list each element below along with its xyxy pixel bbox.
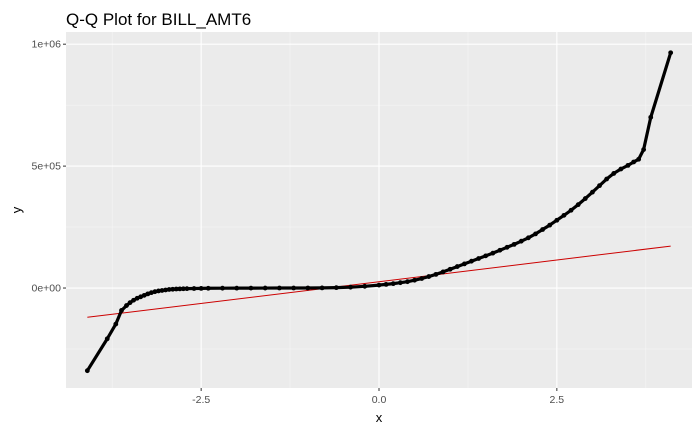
qq-sample-point: [170, 286, 176, 292]
qq-sample-point: [119, 308, 124, 313]
qq-sample-point: [433, 271, 439, 277]
qq-sample-point: [625, 162, 631, 168]
qq-sample-point: [618, 166, 624, 172]
qq-sample-point: [597, 183, 602, 189]
qq-sample-point: [220, 285, 225, 291]
qq-sample-point: [419, 276, 425, 281]
qq-sample-point: [540, 227, 546, 232]
qq-sample-point: [383, 281, 389, 287]
qq-sample-point: [483, 253, 489, 259]
qq-sample-point: [234, 285, 240, 291]
qq-sample-point: [405, 279, 410, 285]
qq-sample-point: [575, 202, 581, 208]
qq-sample-point: [248, 285, 254, 291]
qq-sample-point: [376, 282, 382, 288]
x-tick-label: 2.5: [550, 394, 565, 406]
y-tick-label: 5e+05: [32, 161, 62, 173]
qq-sample-point: [152, 289, 158, 295]
qq-sample-point: [490, 250, 496, 256]
qq-sample-point: [469, 258, 474, 264]
qq-sample-point: [180, 286, 186, 292]
y-tick-label: 0e+00: [32, 283, 62, 295]
qq-sample-point: [631, 159, 637, 165]
points-layer: [84, 50, 674, 374]
qq-sample-point: [205, 285, 211, 291]
x-axis-title: x: [376, 410, 383, 425]
qq-sample-point: [440, 269, 446, 275]
y-axis-title: y: [9, 206, 24, 213]
qq-sample-point: [113, 321, 119, 327]
qq-sample-point: [561, 212, 567, 218]
qq-sample-point: [525, 235, 531, 241]
qq-sample-point: [124, 303, 129, 308]
qq-sample-point: [648, 114, 654, 120]
qq-sample-point: [166, 287, 172, 292]
qq-sample-point: [163, 287, 168, 293]
qq-sample-point: [127, 300, 133, 306]
qq-sample-point: [511, 241, 517, 247]
qq-sample-point: [554, 217, 560, 223]
qq-sample-point: [333, 285, 339, 291]
y-tick-label: 1e+06: [32, 39, 62, 51]
reference-line-layer: [87, 245, 671, 318]
qq-sample-point: [476, 256, 481, 261]
qq-sample-point: [497, 247, 503, 253]
qq-sample-point: [447, 266, 453, 272]
x-axis-ticks: -2.5 0.0 2.5: [192, 388, 564, 406]
qq-sample-point: [604, 176, 610, 182]
qq-sample-point: [533, 231, 538, 237]
qq-sample-point: [397, 280, 403, 286]
qq-sample-point: [547, 222, 553, 228]
qq-sample-point: [319, 285, 325, 291]
qq-sample-point: [198, 285, 204, 291]
qq-sample-point: [426, 274, 432, 279]
qq-sample-point: [611, 171, 617, 176]
qq-sample-point: [504, 244, 510, 250]
qq-sample-point: [454, 264, 460, 269]
qq-sample-point: [291, 285, 297, 291]
qq-sample-point: [668, 50, 674, 56]
qq-sample-point: [131, 297, 136, 303]
qq-sample-point: [461, 261, 467, 267]
qq-sample-point: [568, 207, 574, 213]
qq-sample-point: [262, 285, 268, 291]
qq-sample-point: [191, 286, 197, 291]
qq-sample-point: [305, 285, 311, 291]
qq-sample-point: [590, 189, 595, 195]
qq-sample-point: [582, 196, 588, 201]
qq-sample-point: [390, 281, 396, 287]
qq-sample-point: [173, 286, 179, 292]
qq-sample-point: [156, 288, 161, 294]
qq-sample-point: [412, 277, 417, 283]
qq-sample-point: [348, 284, 353, 290]
qq-sample-point: [362, 283, 368, 289]
qq-sample-point: [84, 368, 90, 374]
qq-sample-point: [159, 288, 165, 293]
qq-sample-point: [277, 285, 282, 291]
qq-sample-point: [636, 156, 642, 162]
x-tick-label: 0.0: [372, 394, 387, 406]
qq-sample-point: [184, 286, 190, 292]
qq-sample-point: [518, 238, 524, 244]
qq-sample-point: [177, 286, 183, 292]
qq-reference-line: [87, 245, 671, 318]
x-tick-label: -2.5: [192, 394, 210, 406]
chart-title: Q-Q Plot for BILL_AMT6: [66, 10, 251, 29]
y-axis-ticks: 0e+00 5e+05 1e+06: [32, 39, 66, 295]
qq-sample-point: [641, 147, 647, 152]
qq-sample-point: [104, 336, 110, 342]
